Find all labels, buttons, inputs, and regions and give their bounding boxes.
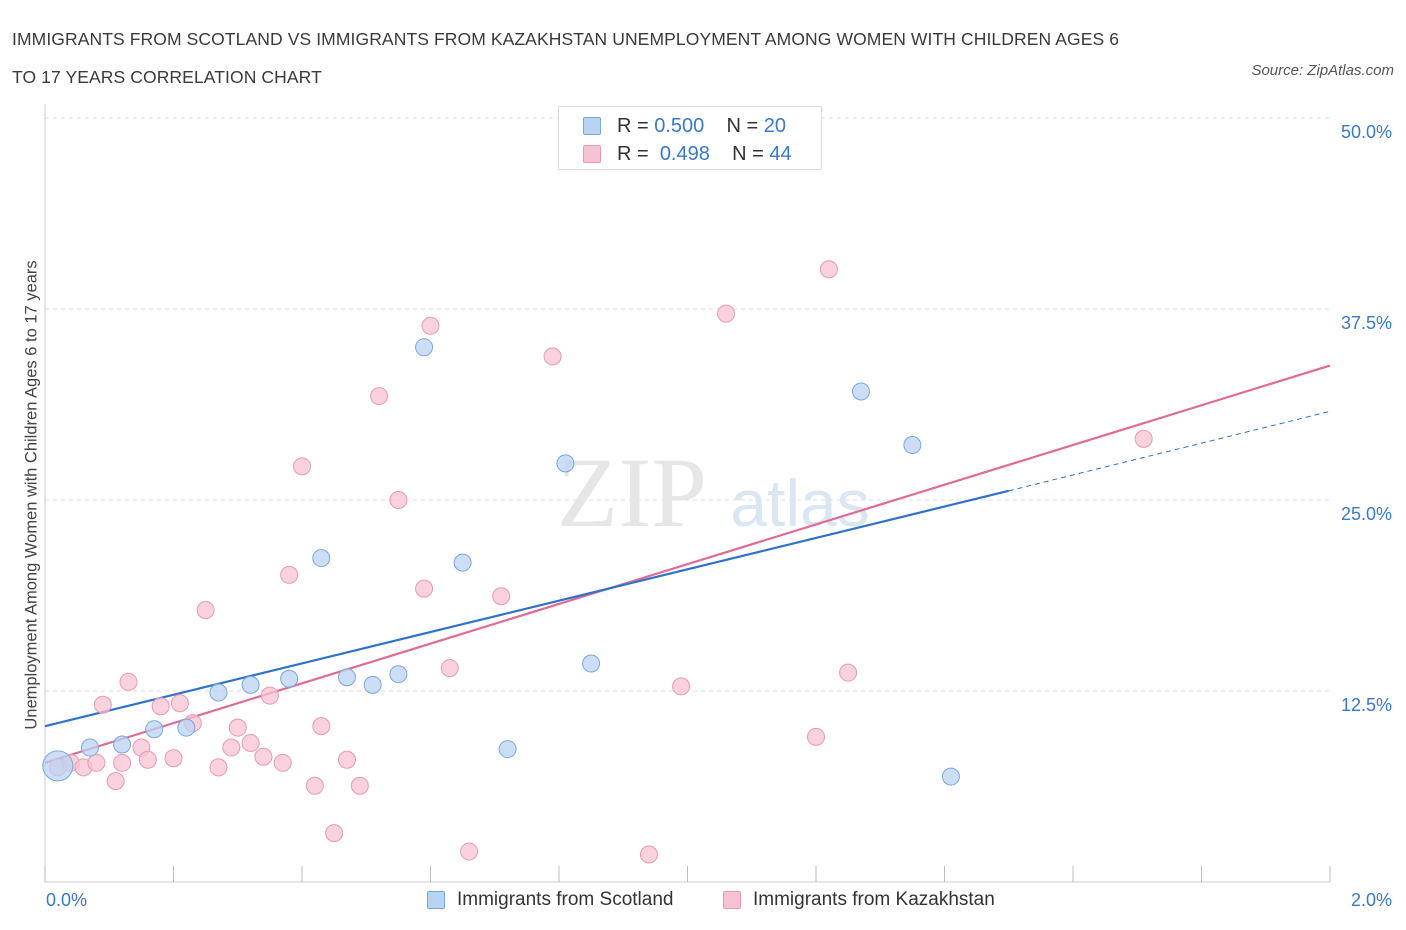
point-kazakhstan-34: [460, 842, 479, 861]
point-kazakhstan-17: [228, 718, 247, 737]
legend-r-label: R =: [617, 143, 649, 165]
point-kazakhstan-12: [170, 694, 189, 713]
point-kazakhstan-7: [119, 672, 138, 691]
watermark-zip: ZIP: [557, 437, 707, 548]
source-label: Source: ZipAtlas.com: [1251, 62, 1394, 79]
point-kazakhstan-14: [196, 601, 215, 620]
point-kazakhstan-40: [807, 727, 825, 746]
point-scotland-16: [582, 654, 601, 673]
point-scotland-8: [312, 549, 331, 568]
point-kazakhstan-36: [543, 347, 562, 366]
point-kazakhstan-39: [717, 304, 736, 323]
point-kazakhstan-30: [389, 491, 408, 509]
legend-n-value-kazakhstan: 44: [769, 143, 792, 165]
point-kazakhstan-3: [87, 753, 106, 772]
y-tick-label-2: 37.5%: [1340, 313, 1392, 333]
axes: [44, 104, 1331, 883]
point-scotland-0: [42, 750, 74, 782]
point-scotland-5: [209, 683, 228, 702]
watermark-atlas: atlas: [730, 466, 869, 540]
point-kazakhstan-31: [415, 579, 434, 598]
point-kazakhstan-15: [209, 758, 228, 777]
y-tick-label-0: 12.5%: [1340, 695, 1392, 715]
point-kazakhstan-29: [370, 387, 389, 406]
point-kazakhstan-43: [1134, 429, 1153, 448]
point-kazakhstan-23: [293, 457, 311, 476]
legend-swatch-kazakhstan: [723, 891, 741, 909]
point-kazakhstan-4: [93, 695, 112, 714]
point-kazakhstan-42: [839, 663, 858, 682]
chart-title: IMMIGRANTS FROM SCOTLAND VS IMMIGRANTS F…: [12, 20, 1212, 96]
chart-title-line-1: IMMIGRANTS FROM SCOTLAND VS IMMIGRANTS F…: [12, 29, 1120, 49]
point-scotland-11: [389, 665, 408, 684]
stats-legend: R = 0.500 N = 20 R = 0.498 N = 44: [558, 106, 822, 170]
trend-lines: [44, 364, 1331, 764]
trend-line-kazakhstan: [44, 364, 1331, 764]
point-kazakhstan-21: [273, 753, 292, 772]
watermark: ZIP atlas: [557, 437, 870, 548]
legend-r-value-kazakhstan: 0.498: [659, 143, 710, 165]
legend-label-scotland: Immigrants from Scotland: [457, 889, 674, 910]
point-scotland-10: [363, 675, 382, 694]
point-scotland-18: [903, 435, 922, 454]
point-scotland-15: [556, 454, 575, 473]
data-points: [42, 260, 1153, 864]
point-scotland-6: [241, 675, 260, 694]
legend-r-value-scotland: 0.500: [654, 115, 705, 137]
point-scotland-7: [280, 669, 299, 688]
legend-n-value-scotland: 20: [763, 115, 787, 137]
point-kazakhstan-27: [337, 750, 356, 769]
point-kazakhstan-10: [151, 697, 170, 716]
point-scotland-19: [941, 767, 960, 786]
point-kazakhstan-9: [138, 750, 157, 769]
point-kazakhstan-16: [222, 738, 241, 757]
point-kazakhstan-37: [639, 845, 658, 864]
point-kazakhstan-26: [325, 824, 344, 843]
point-kazakhstan-33: [440, 659, 459, 678]
point-kazakhstan-25: [312, 717, 331, 736]
chart-title-line-2: TO 17 YEARS CORRELATION CHART: [12, 67, 322, 87]
point-kazakhstan-24: [305, 776, 324, 795]
y-tick-label-3: 50.0%: [1340, 122, 1392, 142]
y-axis-label: Unemployment Among Women with Children A…: [22, 260, 41, 730]
point-kazakhstan-28: [350, 776, 369, 795]
point-kazakhstan-11: [164, 749, 183, 768]
point-kazakhstan-35: [492, 587, 511, 606]
legend-label-kazakhstan: Immigrants from Kazakhstan: [753, 889, 995, 910]
point-kazakhstan-32: [421, 316, 440, 335]
point-kazakhstan-41: [819, 260, 838, 279]
point-scotland-13: [453, 553, 472, 572]
x-tick-label-max: 2.0%: [1350, 890, 1392, 910]
trend-line-scotland: [44, 489, 1010, 728]
point-kazakhstan-18: [241, 733, 260, 752]
point-scotland-14: [498, 740, 517, 759]
point-scotland-2: [113, 735, 132, 754]
point-kazakhstan-5: [106, 772, 125, 791]
y-tick-label-1: 25.0%: [1340, 504, 1392, 524]
legend-swatch-scotland: [583, 117, 601, 135]
x-tick-label-min: 0.0%: [46, 890, 88, 910]
point-scotland-12: [415, 338, 434, 357]
trend-line-scotland-extension: [1008, 410, 1331, 492]
legend-r-label: R =: [617, 115, 649, 137]
grid-lines: [45, 117, 1330, 692]
point-kazakhstan-20: [260, 686, 279, 705]
point-kazakhstan-19: [254, 747, 273, 766]
legend-n-label: N =: [732, 143, 764, 165]
legend-swatch-scotland: [427, 891, 445, 909]
legend-swatch-kazakhstan: [583, 145, 601, 163]
point-scotland-9: [337, 668, 356, 687]
point-scotland-17: [851, 382, 870, 401]
point-scotland-3: [145, 720, 164, 739]
legend-n-label: N =: [726, 115, 759, 137]
point-kazakhstan-6: [113, 753, 132, 772]
point-kazakhstan-38: [672, 677, 691, 696]
point-scotland-4: [177, 718, 196, 737]
point-scotland-1: [80, 738, 99, 757]
point-kazakhstan-22: [280, 565, 299, 584]
